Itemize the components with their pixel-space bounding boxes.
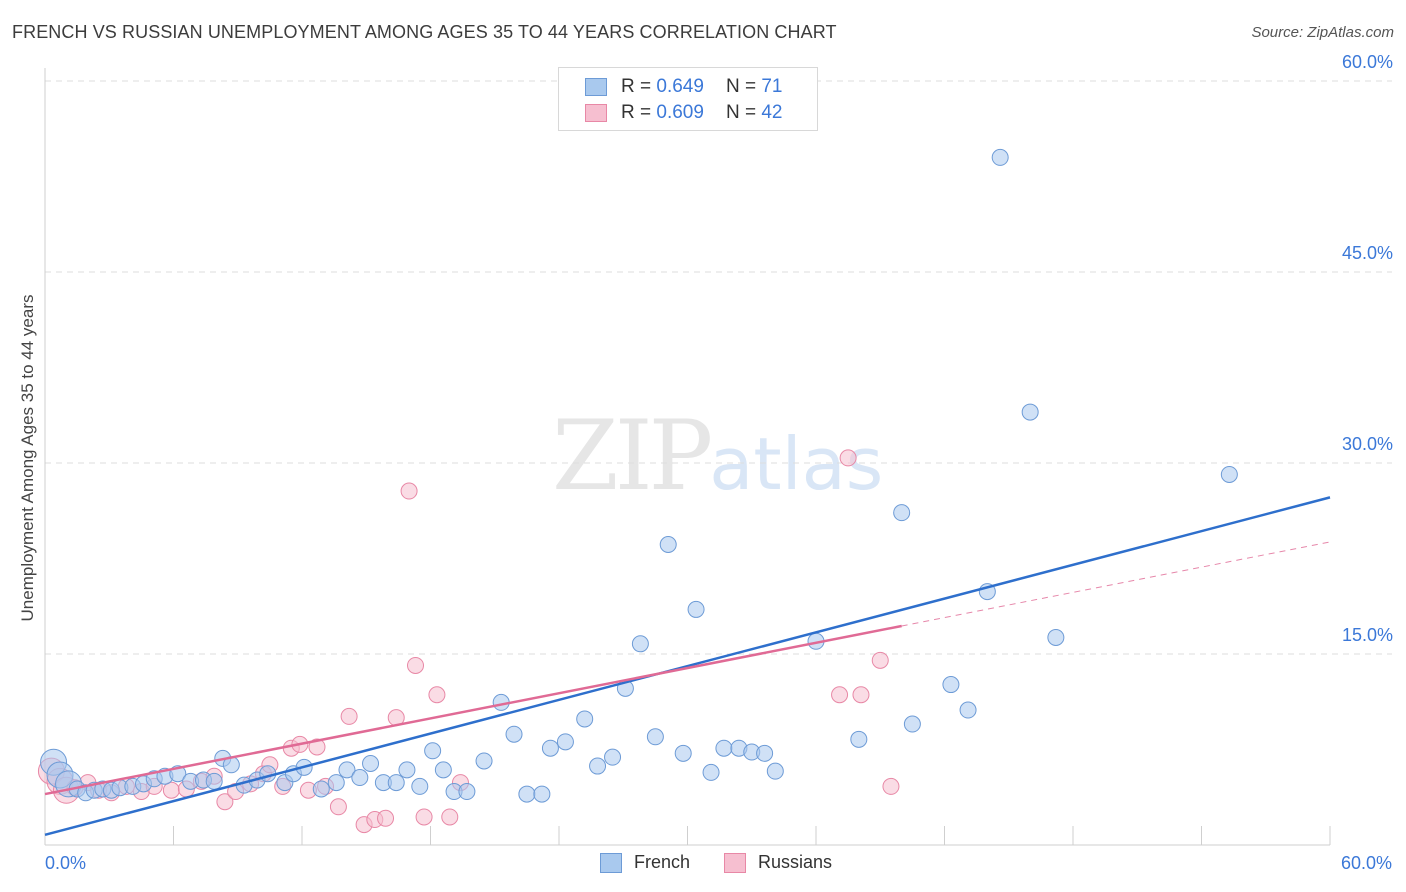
french-point bbox=[411, 777, 429, 795]
x-tick-label: 60.0% bbox=[1341, 853, 1392, 873]
legend-item-french[interactable]: French bbox=[600, 852, 690, 873]
n-value: 42 bbox=[761, 102, 783, 123]
french-point bbox=[756, 744, 774, 762]
n-label: N = bbox=[725, 102, 757, 123]
gridlines bbox=[45, 80, 1392, 655]
y-tick-label: 15.0% bbox=[1342, 625, 1393, 645]
french-point bbox=[387, 774, 405, 792]
french-point bbox=[850, 730, 868, 748]
russian-point bbox=[871, 651, 889, 669]
french-point bbox=[646, 728, 664, 746]
r-value: 0.609 bbox=[656, 102, 704, 123]
russian-point bbox=[839, 449, 857, 467]
russian-point bbox=[400, 482, 418, 500]
x-tick-label: 0.0% bbox=[45, 853, 86, 873]
russian-point bbox=[415, 808, 433, 826]
french-point bbox=[604, 748, 622, 766]
russian-point bbox=[831, 686, 849, 704]
russian-point bbox=[428, 686, 446, 704]
french-point bbox=[1220, 465, 1238, 483]
russians-swatch bbox=[585, 104, 607, 122]
russian-trend-extension bbox=[901, 541, 1331, 627]
stats-row-french: R = 0.649 N = 71 bbox=[585, 75, 782, 99]
french-point bbox=[715, 739, 733, 757]
r-label: R = bbox=[621, 76, 652, 97]
french-point bbox=[505, 725, 523, 743]
trend-lines bbox=[44, 496, 1331, 837]
french-point bbox=[327, 774, 345, 792]
french-trend-line bbox=[44, 496, 1331, 837]
russian-point bbox=[852, 686, 870, 704]
r-value: 0.649 bbox=[656, 76, 704, 97]
french-point bbox=[533, 785, 551, 803]
source-credit: Source: ZipAtlas.com bbox=[1251, 24, 1394, 41]
french-point bbox=[1021, 403, 1039, 421]
n-value: 71 bbox=[761, 76, 783, 97]
french-point bbox=[424, 742, 442, 760]
french-point bbox=[576, 710, 594, 728]
russian-point bbox=[407, 656, 425, 674]
french-point bbox=[434, 761, 452, 779]
watermark-atlas: atlas bbox=[709, 422, 884, 506]
russian-point bbox=[340, 707, 358, 725]
french-point bbox=[903, 715, 921, 733]
watermark-zip: ZIP bbox=[552, 400, 713, 512]
french-point bbox=[702, 763, 720, 781]
chart-title: FRENCH VS RUSSIAN UNEMPLOYMENT AMONG AGE… bbox=[12, 22, 837, 42]
series-legend: French Russians bbox=[600, 852, 866, 873]
stats-legend: R = 0.649 N = 71 R = 0.609 N = 42 bbox=[558, 67, 818, 131]
legend-item-russians[interactable]: Russians bbox=[724, 852, 832, 873]
tick-labels: 15.0% 30.0% 45.0% 60.0% 0.0% 60.0% bbox=[45, 52, 1393, 873]
french-point bbox=[687, 600, 705, 618]
french-point bbox=[398, 761, 416, 779]
french-point bbox=[338, 761, 356, 779]
french-point bbox=[766, 762, 784, 780]
data-points bbox=[37, 148, 1238, 834]
stats-row-russians: R = 0.609 N = 42 bbox=[585, 101, 782, 125]
french-point bbox=[541, 739, 559, 757]
french-point bbox=[205, 772, 223, 790]
russian-trend-line bbox=[44, 624, 902, 796]
french-point bbox=[1047, 628, 1065, 646]
french-point bbox=[589, 757, 607, 775]
russian-point bbox=[882, 777, 900, 795]
y-tick-label: 30.0% bbox=[1342, 434, 1393, 454]
french-point bbox=[674, 744, 692, 762]
y-tick-label: 60.0% bbox=[1342, 52, 1393, 72]
russian-point bbox=[329, 798, 347, 816]
french-swatch bbox=[585, 78, 607, 96]
french-point bbox=[312, 780, 330, 798]
russian-point bbox=[308, 738, 326, 756]
french-point bbox=[991, 148, 1009, 166]
axes bbox=[44, 68, 1331, 846]
french-point bbox=[556, 733, 574, 751]
russian-point bbox=[216, 793, 234, 811]
r-label: R = bbox=[621, 102, 652, 123]
russian-point bbox=[377, 809, 395, 827]
legend-label-french: French bbox=[634, 852, 691, 872]
russians-swatch bbox=[724, 852, 747, 873]
french-point bbox=[475, 752, 493, 770]
french-point bbox=[893, 504, 911, 522]
french-point bbox=[362, 755, 380, 773]
french-point bbox=[458, 783, 476, 801]
french-point bbox=[942, 676, 960, 694]
y-tick-label: 45.0% bbox=[1342, 243, 1393, 263]
french-swatch bbox=[600, 852, 622, 873]
french-point bbox=[959, 701, 977, 719]
french-point bbox=[659, 535, 677, 553]
french-point bbox=[631, 635, 649, 653]
watermark: ZIPatlas bbox=[552, 400, 883, 512]
russian-point bbox=[441, 808, 459, 826]
n-label: N = bbox=[725, 76, 757, 97]
french-point bbox=[518, 785, 536, 803]
legend-label-russians: Russians bbox=[758, 852, 833, 872]
french-point bbox=[351, 769, 369, 787]
